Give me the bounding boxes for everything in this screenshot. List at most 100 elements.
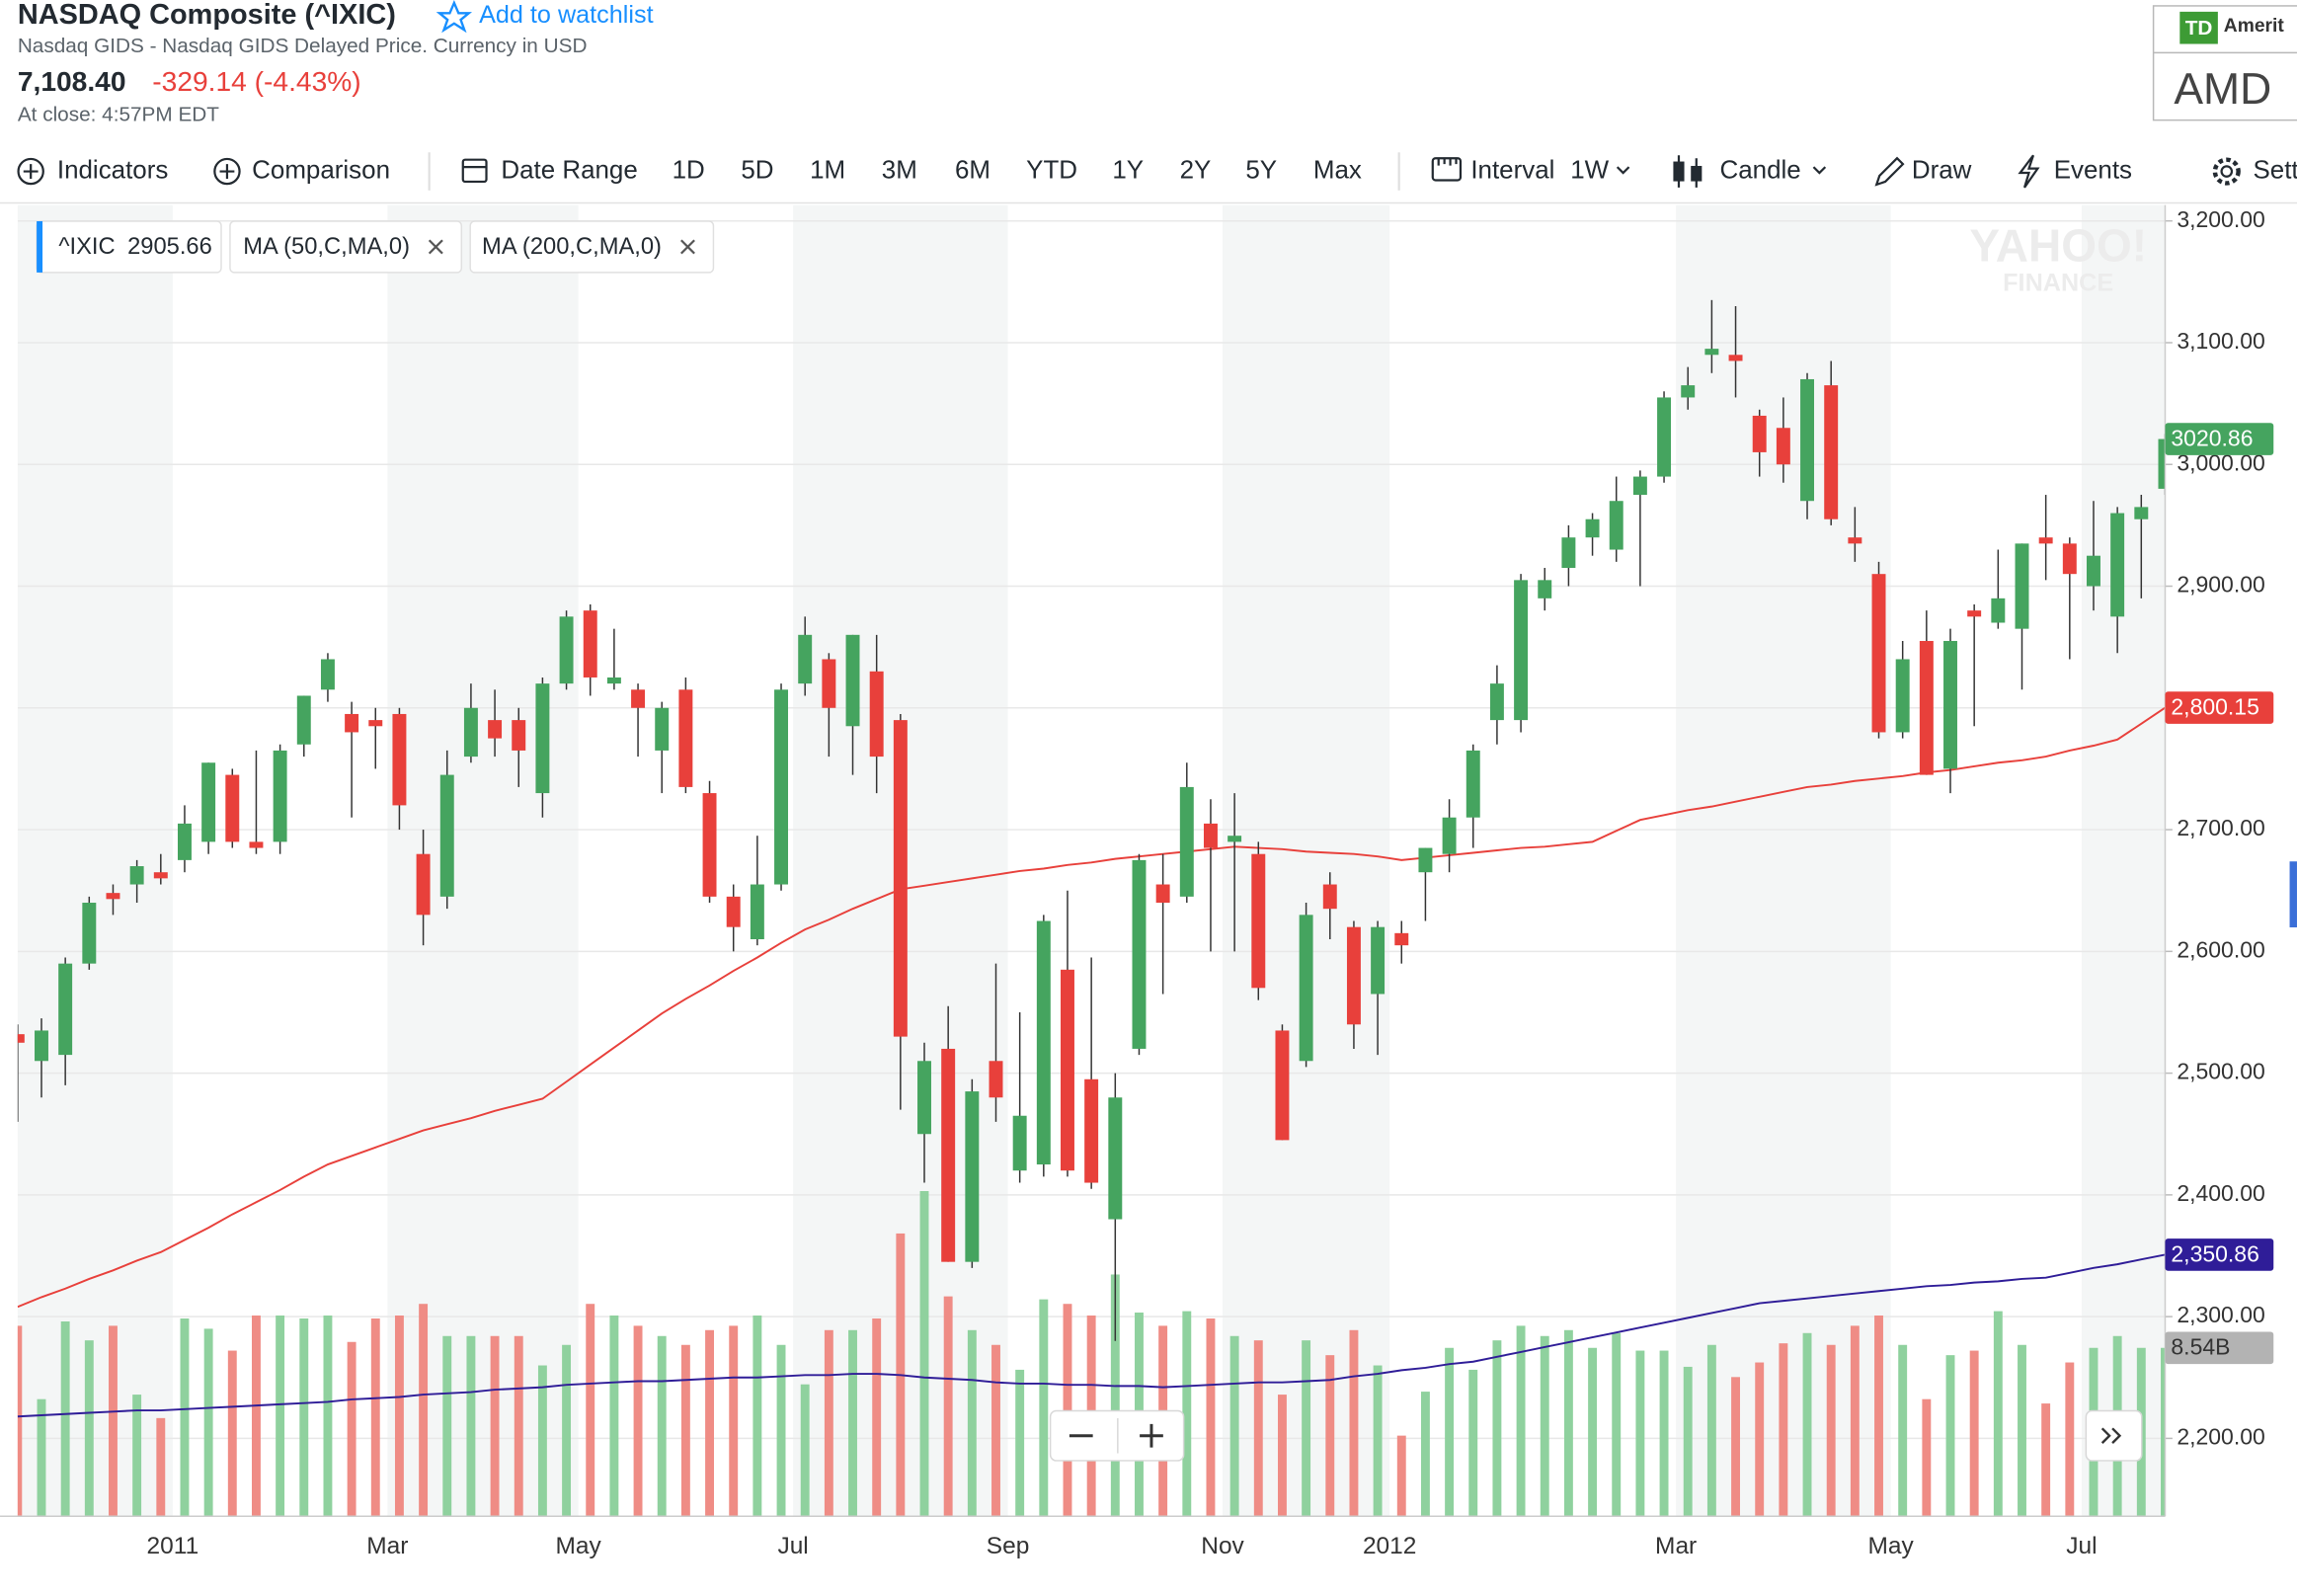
volume-bar bbox=[2161, 1347, 2166, 1517]
range-button[interactable]: 6M bbox=[955, 156, 990, 184]
volume-bar bbox=[514, 1335, 523, 1517]
candle-body bbox=[1561, 537, 1576, 569]
edge-tab[interactable] bbox=[2289, 861, 2297, 927]
volume-bar bbox=[109, 1325, 118, 1517]
volume-last-label-box bbox=[2165, 1331, 2274, 1365]
comparison-icon[interactable] bbox=[213, 157, 241, 186]
settings-icon[interactable] bbox=[2212, 157, 2241, 186]
volume-bar bbox=[1373, 1365, 1383, 1517]
candle-body bbox=[1609, 501, 1624, 550]
period-shade bbox=[2081, 204, 2166, 1517]
range-button[interactable]: 3M bbox=[882, 156, 917, 184]
range-button[interactable]: 2Y bbox=[1180, 156, 1212, 184]
volume-bar bbox=[1277, 1395, 1287, 1517]
volume-bar bbox=[1015, 1369, 1025, 1517]
volume-last-label: 8.54B bbox=[2171, 1334, 2230, 1360]
interval-value[interactable]: 1W bbox=[1570, 156, 1609, 184]
calendar-icon[interactable] bbox=[461, 158, 488, 184]
y-tick-label: 2,300.00 bbox=[2177, 1302, 2264, 1327]
volume-bar bbox=[466, 1335, 476, 1517]
candle-body bbox=[153, 872, 168, 879]
candle-body bbox=[1681, 385, 1696, 398]
interval-label[interactable]: Interval bbox=[1470, 156, 1554, 184]
range-button[interactable]: 5D bbox=[741, 156, 773, 184]
range-button[interactable]: 1Y bbox=[1112, 156, 1144, 184]
candle-body bbox=[1228, 836, 1242, 842]
x-tick-label: Nov bbox=[1201, 1533, 1244, 1559]
ma200-chip[interactable] bbox=[469, 220, 715, 274]
candle-body bbox=[82, 903, 97, 964]
interval-chevron[interactable] bbox=[1616, 166, 1630, 175]
volume-bar bbox=[370, 1318, 380, 1517]
ma50-chip[interactable] bbox=[229, 220, 463, 274]
candle-body bbox=[1442, 817, 1457, 854]
candle-body bbox=[1871, 574, 1886, 733]
indicators-button[interactable]: Indicators bbox=[57, 156, 168, 184]
candle-body bbox=[965, 1091, 980, 1262]
candle-body bbox=[750, 884, 764, 939]
candle-body bbox=[463, 707, 478, 758]
candle-body bbox=[1465, 750, 1480, 818]
candle-body bbox=[1919, 640, 1934, 775]
y-tick-label: 2,900.00 bbox=[2177, 572, 2264, 598]
toolbar bbox=[17, 152, 2241, 191]
comparison-button[interactable]: Comparison bbox=[252, 156, 390, 184]
ma-last-label-box bbox=[2165, 1238, 2274, 1271]
period-shade bbox=[17, 204, 173, 1517]
ma-last-label: 2,800.15 bbox=[2171, 693, 2258, 719]
candle-body bbox=[2038, 537, 2053, 544]
indicators-icon[interactable] bbox=[17, 157, 44, 186]
events-button[interactable]: Events bbox=[2054, 156, 2132, 184]
candle-body bbox=[726, 896, 741, 927]
candle-body bbox=[893, 720, 908, 1037]
volume-bar bbox=[1612, 1332, 1622, 1517]
candle-body bbox=[631, 689, 646, 708]
ma50-chip-close[interactable] bbox=[428, 239, 443, 255]
volume-bar bbox=[1635, 1350, 1645, 1517]
candle-body bbox=[1299, 915, 1313, 1062]
ad-logo: TD bbox=[2185, 17, 2213, 40]
candle-icon-body[interactable] bbox=[1673, 161, 1685, 182]
settings-button[interactable]: Settings bbox=[2253, 156, 2297, 184]
draw-icon[interactable] bbox=[1874, 156, 1905, 187]
candle-body bbox=[129, 866, 144, 885]
range-button[interactable]: Max bbox=[1313, 156, 1362, 184]
candle-body bbox=[655, 707, 670, 751]
range-button[interactable]: YTD bbox=[1026, 156, 1077, 184]
candle-body bbox=[1824, 385, 1839, 519]
volume-bar bbox=[299, 1318, 309, 1517]
style-chevron[interactable] bbox=[1812, 166, 1827, 175]
chart-style-button[interactable]: Candle bbox=[1720, 156, 1801, 184]
range-button[interactable]: 5Y bbox=[1245, 156, 1277, 184]
candle-body bbox=[1322, 884, 1337, 910]
interval-icon[interactable] bbox=[1431, 157, 1463, 182]
volume-bar bbox=[37, 1398, 46, 1517]
candle-body bbox=[606, 677, 621, 684]
candle-body bbox=[1084, 1078, 1099, 1183]
range-button[interactable]: 1D bbox=[673, 156, 705, 184]
quote-subtitle: Nasdaq GIDS - Nasdaq GIDS Delayed Price.… bbox=[18, 35, 588, 57]
scroll-latest[interactable] bbox=[2085, 1409, 2143, 1462]
events-icon[interactable] bbox=[2018, 154, 2040, 189]
ad-box[interactable] bbox=[2152, 5, 2297, 121]
date-range-button[interactable]: Date Range bbox=[501, 156, 637, 184]
volume-bar bbox=[633, 1325, 643, 1517]
range-button[interactable]: 1M bbox=[810, 156, 845, 184]
candle-body bbox=[678, 689, 693, 787]
draw-button[interactable]: Draw bbox=[1912, 156, 1972, 184]
candle-body bbox=[1895, 659, 1910, 733]
watchlist-link[interactable]: Add to watchlist bbox=[479, 1, 654, 29]
candle-body bbox=[201, 762, 216, 842]
ma-last-label-box bbox=[2165, 691, 2274, 724]
candle-body bbox=[2062, 543, 2077, 575]
star-icon[interactable] bbox=[436, 0, 473, 34]
candle-body bbox=[989, 1061, 1003, 1098]
volume-bar bbox=[680, 1344, 690, 1517]
volume-bar bbox=[705, 1329, 714, 1517]
zoom-in[interactable] bbox=[1140, 1423, 1163, 1448]
x-tick-label: Sep bbox=[987, 1533, 1030, 1559]
candle-body bbox=[1371, 926, 1386, 995]
x-tick-label: 2012 bbox=[1363, 1533, 1416, 1559]
ma200-chip-close[interactable] bbox=[680, 239, 695, 255]
